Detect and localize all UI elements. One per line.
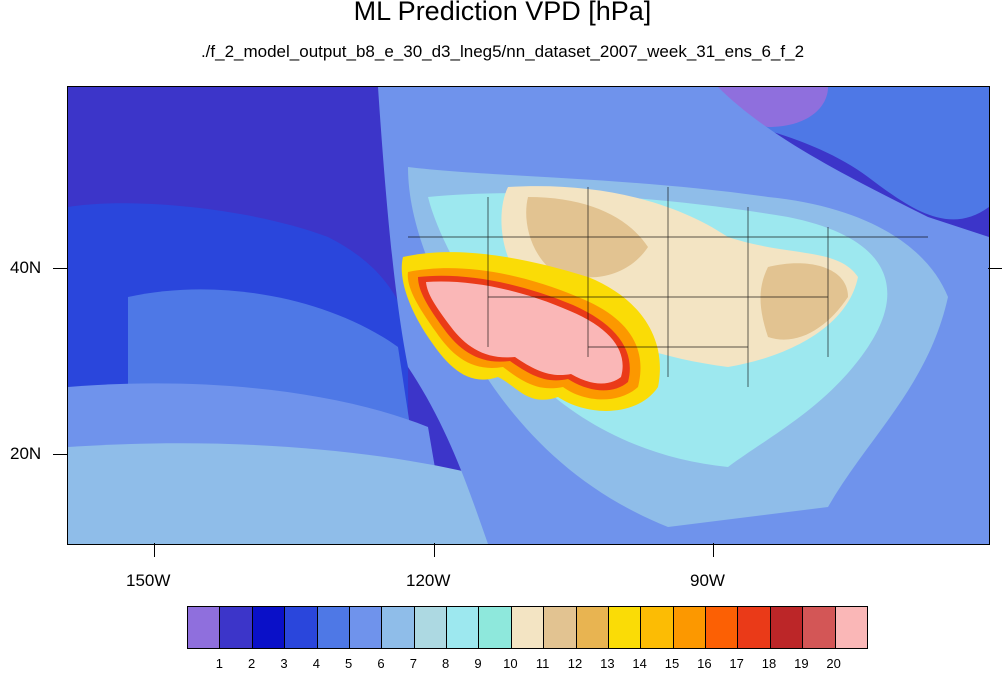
lon-tick-150w <box>154 543 155 557</box>
legend-label: 11 <box>535 656 550 671</box>
legend-swatch <box>706 607 739 648</box>
legend-swatch <box>544 607 577 648</box>
ocean-band-7 <box>68 443 508 544</box>
legend-swatch <box>835 607 867 648</box>
chart-subtitle: ./f_2_model_output_b8_e_30_d3_lneg5/nn_d… <box>200 42 805 61</box>
legend-label: 17 <box>729 656 744 671</box>
legend-label: 4 <box>312 656 320 671</box>
vpd-contour-field <box>68 87 989 544</box>
lon-tick-90w <box>713 543 714 557</box>
lat-label-20n: 20N <box>10 444 42 463</box>
legend-label: 18 <box>761 656 777 671</box>
chart-title: ML Prediction VPD [hPa] <box>353 0 652 26</box>
lon-label-150w: 150W <box>126 571 171 590</box>
legend-swatch <box>188 607 221 648</box>
lon-tick-120w <box>434 543 435 557</box>
legend-swatch <box>414 607 447 648</box>
legend-swatch <box>317 607 350 648</box>
legend-swatch <box>673 607 706 648</box>
legend-label: 13 <box>600 656 615 671</box>
legend-label: 2 <box>248 656 256 671</box>
legend-swatch <box>447 607 480 648</box>
legend-swatch <box>511 607 545 648</box>
legend-label: 10 <box>503 656 518 671</box>
color-legend <box>187 606 868 649</box>
legend-labels: 1 2 3 4 5 6 7 8 9 10 11 12 13 14 15 16 17 18 19 20 <box>0 656 1005 674</box>
legend-label: 1 <box>215 656 223 671</box>
legend-label: 6 <box>377 656 385 671</box>
legend-label: 9 <box>474 656 482 671</box>
lat-label-40n: 40N <box>10 258 42 277</box>
legend-label: 8 <box>442 656 450 671</box>
legend-swatch <box>382 607 415 648</box>
legend-swatch <box>641 607 674 648</box>
southwest-band-20 <box>426 281 623 384</box>
lat-tick-40n <box>53 268 67 269</box>
legend-swatch <box>220 607 253 648</box>
legend-label: 16 <box>697 656 712 671</box>
legend-label: 12 <box>567 656 583 671</box>
legend-label: 19 <box>794 656 809 671</box>
legend-swatch <box>576 607 609 648</box>
legend-swatch <box>608 607 642 648</box>
lon-label-90w: 90W <box>690 571 725 590</box>
legend-label: 20 <box>826 656 841 671</box>
legend-swatch <box>738 607 771 648</box>
legend-label: 7 <box>409 656 417 671</box>
lon-label-120w: 120W <box>406 571 451 590</box>
legend-label: 3 <box>280 656 288 671</box>
legend-label: 14 <box>632 656 647 671</box>
legend-label: 15 <box>664 656 680 671</box>
legend-swatch <box>803 607 836 648</box>
legend-swatch <box>770 607 804 648</box>
legend-swatch <box>252 607 286 648</box>
legend-swatch <box>479 607 512 648</box>
vpd-map <box>67 86 990 545</box>
state-boundaries <box>408 187 928 387</box>
legend-swatch <box>349 607 383 648</box>
legend-swatch <box>285 607 318 648</box>
east-band-12 <box>760 263 848 340</box>
lat-tick-20n <box>53 454 67 455</box>
legend-label: 5 <box>345 656 353 671</box>
lat-tick-40n-right <box>988 268 1002 269</box>
